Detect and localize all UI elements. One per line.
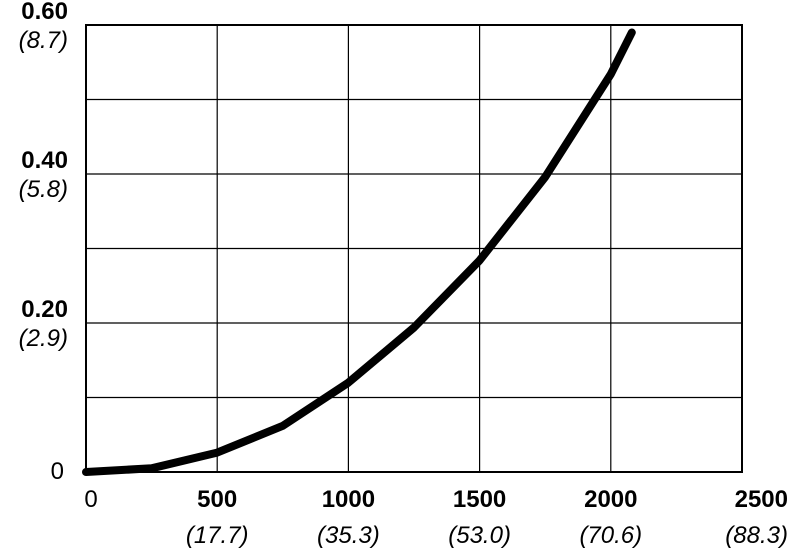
x-tick-label: 0 bbox=[84, 486, 97, 513]
x-tick-label: 1000 bbox=[322, 486, 375, 513]
x-tick-sublabel: (35.3) bbox=[317, 522, 380, 549]
y-tick-label: 0.20 bbox=[21, 296, 68, 323]
y-tick-sublabel: (5.8) bbox=[19, 176, 68, 203]
grid bbox=[86, 25, 742, 472]
x-tick-sublabel: (70.6) bbox=[579, 522, 642, 549]
x-tick-label: 2000 bbox=[584, 486, 637, 513]
y-tick-sublabel: (8.7) bbox=[19, 27, 68, 54]
plot-frame bbox=[85, 24, 743, 473]
y-tick-label: 0.60 bbox=[21, 0, 68, 25]
series-layer bbox=[82, 28, 636, 476]
y-tick-label: 0 bbox=[51, 458, 64, 485]
x-tick-label: 1500 bbox=[453, 486, 506, 513]
x-tick-sublabel: (17.7) bbox=[186, 522, 249, 549]
x-tick-label: 2500 bbox=[735, 486, 788, 513]
x-tick-sublabel: (88.3) bbox=[725, 522, 788, 549]
x-axis-ticks: 0 500 (17.7) 1000 (35.3) 1500 (53.0) 2000 (70.6)… bbox=[84, 486, 788, 549]
y-tick-sublabel: (2.9) bbox=[19, 325, 68, 352]
x-tick-label: 500 bbox=[197, 486, 237, 513]
series-line bbox=[82, 28, 636, 476]
y-axis-ticks: 0 0.20(2.9) 0.40(5.8) 0.60(8.7) bbox=[19, 0, 68, 485]
y-tick-label: 0.40 bbox=[21, 147, 68, 174]
x-tick-sublabel: (53.0) bbox=[448, 522, 511, 549]
